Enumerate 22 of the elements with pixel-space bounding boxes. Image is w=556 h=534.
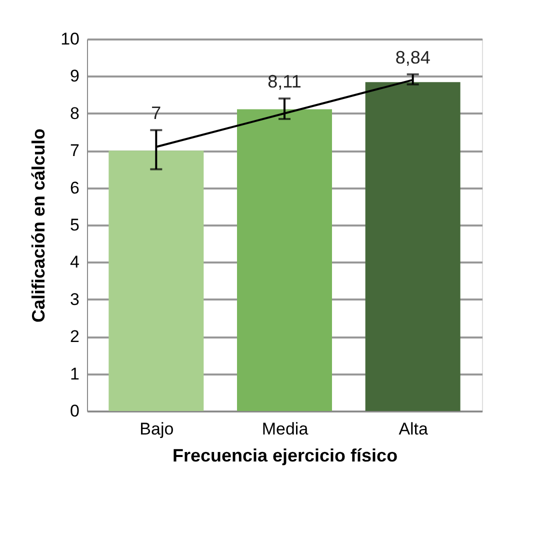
data-label: 7 [151, 103, 162, 124]
x-axis-title: Frecuencia ejercicio físico [172, 446, 398, 466]
y-tick-label: 3 [70, 290, 80, 309]
y-tick-label: 7 [70, 141, 80, 160]
y-tick-label: 6 [70, 178, 80, 198]
bar [365, 82, 460, 411]
x-tick-label: Media [262, 420, 309, 438]
y-tick-label: 10 [60, 30, 80, 48]
y-tick-label: 5 [70, 216, 80, 234]
y-tick-label: 2 [70, 327, 80, 346]
bar [237, 109, 332, 411]
y-tick-label: 1 [70, 364, 80, 384]
y-axis-title: Calificación en cálculo [28, 128, 49, 323]
y-tick-label: 0 [70, 402, 80, 420]
bar [108, 150, 204, 411]
y-tick-label: 4 [70, 252, 80, 272]
data-label: 8,11 [268, 72, 302, 92]
y-tick-label: 9 [70, 66, 80, 86]
x-tick-label: Bajo [140, 420, 174, 438]
x-tick-label: Alta [398, 420, 429, 438]
data-label: 8,84 [395, 47, 430, 68]
y-tick-label: 8 [70, 104, 80, 123]
